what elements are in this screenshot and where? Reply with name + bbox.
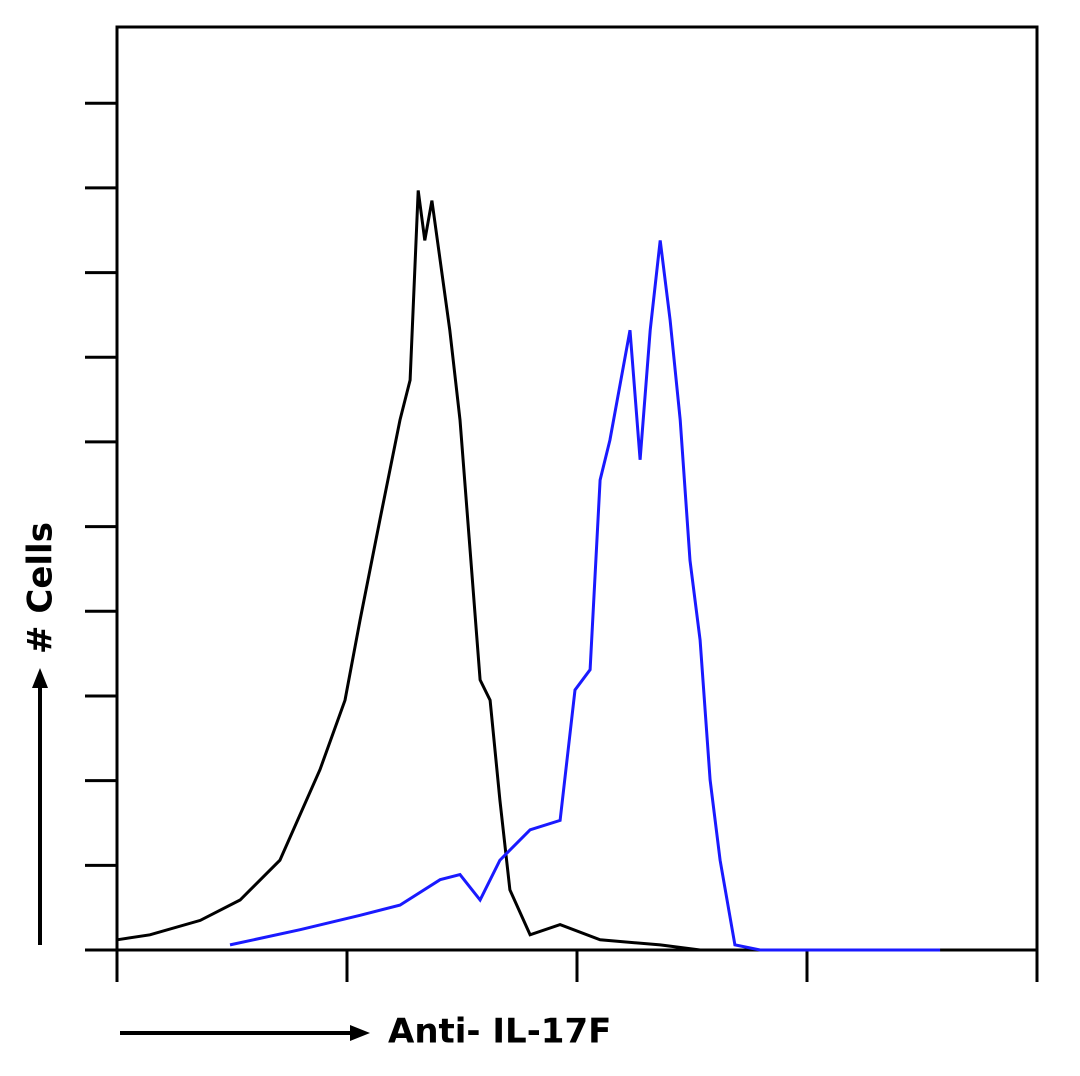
plot-frame [115,25,1039,952]
histogram-line [229,240,941,952]
x-axis-label: Anti- IL-17F [388,1012,611,1052]
histogram-line [116,190,701,952]
y-axis-label: # Cells [21,522,61,654]
y-arrow-head [32,668,48,688]
x-arrow-head [350,1025,370,1041]
